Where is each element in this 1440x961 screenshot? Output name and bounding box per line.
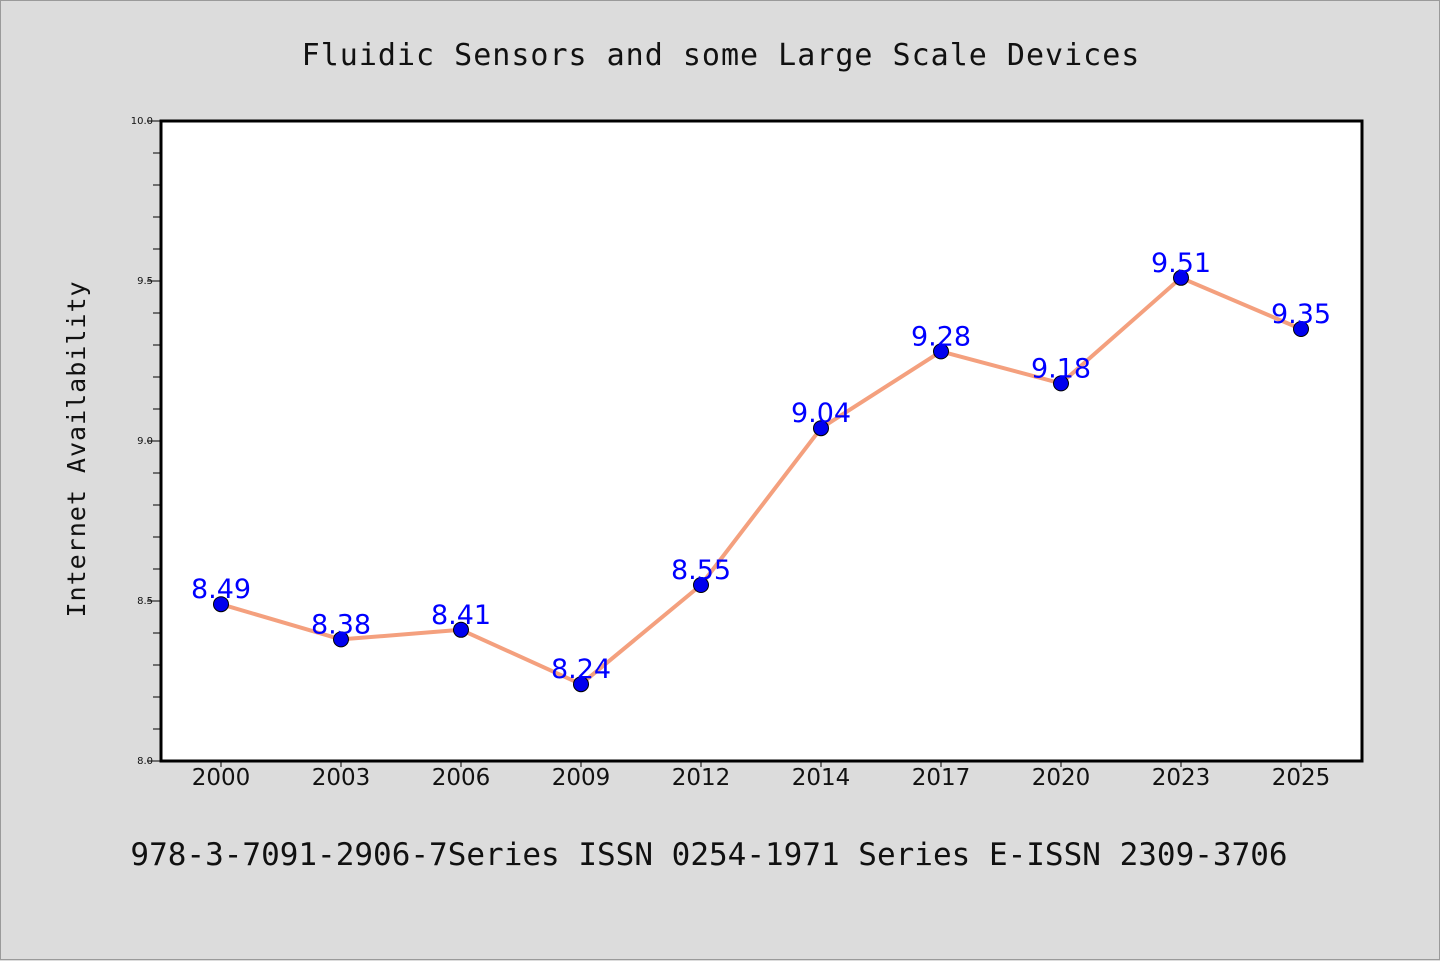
data-label: 8.41 bbox=[431, 600, 491, 631]
data-point bbox=[1053, 375, 1069, 392]
y-tick-label: 8.0 bbox=[137, 756, 153, 767]
data-point bbox=[933, 343, 949, 360]
data-label: 9.18 bbox=[1031, 353, 1091, 384]
data-point bbox=[1293, 321, 1309, 337]
x-tick-label: 2012 bbox=[672, 765, 731, 791]
data-point bbox=[573, 676, 589, 693]
series-line bbox=[219, 275, 1303, 687]
x-tick-label: 2017 bbox=[912, 765, 971, 791]
y-tick-label: 10.0 bbox=[131, 116, 153, 127]
data-label: 9.35 bbox=[1271, 299, 1331, 330]
data-label: 8.38 bbox=[311, 609, 371, 640]
data-label: 9.28 bbox=[911, 321, 971, 352]
x-tick-label: 2000 bbox=[192, 765, 251, 791]
footer-text: 978-3-7091-2906-7Series ISSN 0254-1971 S… bbox=[130, 837, 1287, 873]
x-tick-label: 2009 bbox=[552, 765, 611, 791]
data-point bbox=[813, 420, 829, 437]
x-tick-label: 2014 bbox=[792, 765, 851, 791]
x-tick-label: 2025 bbox=[1272, 765, 1331, 791]
data-point bbox=[333, 631, 349, 648]
data-point bbox=[1173, 269, 1189, 286]
data-point bbox=[453, 621, 469, 638]
x-tick-label: 2023 bbox=[1152, 765, 1211, 791]
x-tick-label: 2003 bbox=[312, 765, 371, 791]
y-tick-label: 8.5 bbox=[137, 596, 153, 607]
data-point bbox=[213, 596, 229, 613]
data-point bbox=[693, 577, 709, 593]
y-axis-label: Internet Availability bbox=[62, 280, 91, 617]
plot-frame bbox=[159, 119, 1364, 763]
chart-title: Fluidic Sensors and some Large Scale Dev… bbox=[302, 38, 1141, 73]
data-label: 9.51 bbox=[1151, 248, 1211, 279]
plot-area bbox=[161, 121, 1362, 761]
x-tick-label: 2020 bbox=[1032, 765, 1091, 791]
x-tick-label: 2006 bbox=[432, 765, 491, 791]
data-label: 8.55 bbox=[671, 555, 731, 586]
y-tick-label: 9.0 bbox=[137, 436, 153, 447]
data-label: 9.04 bbox=[791, 398, 851, 429]
data-label: 8.49 bbox=[191, 574, 251, 605]
y-tick-label: 9.5 bbox=[137, 276, 153, 287]
data-label: 8.24 bbox=[551, 654, 611, 685]
